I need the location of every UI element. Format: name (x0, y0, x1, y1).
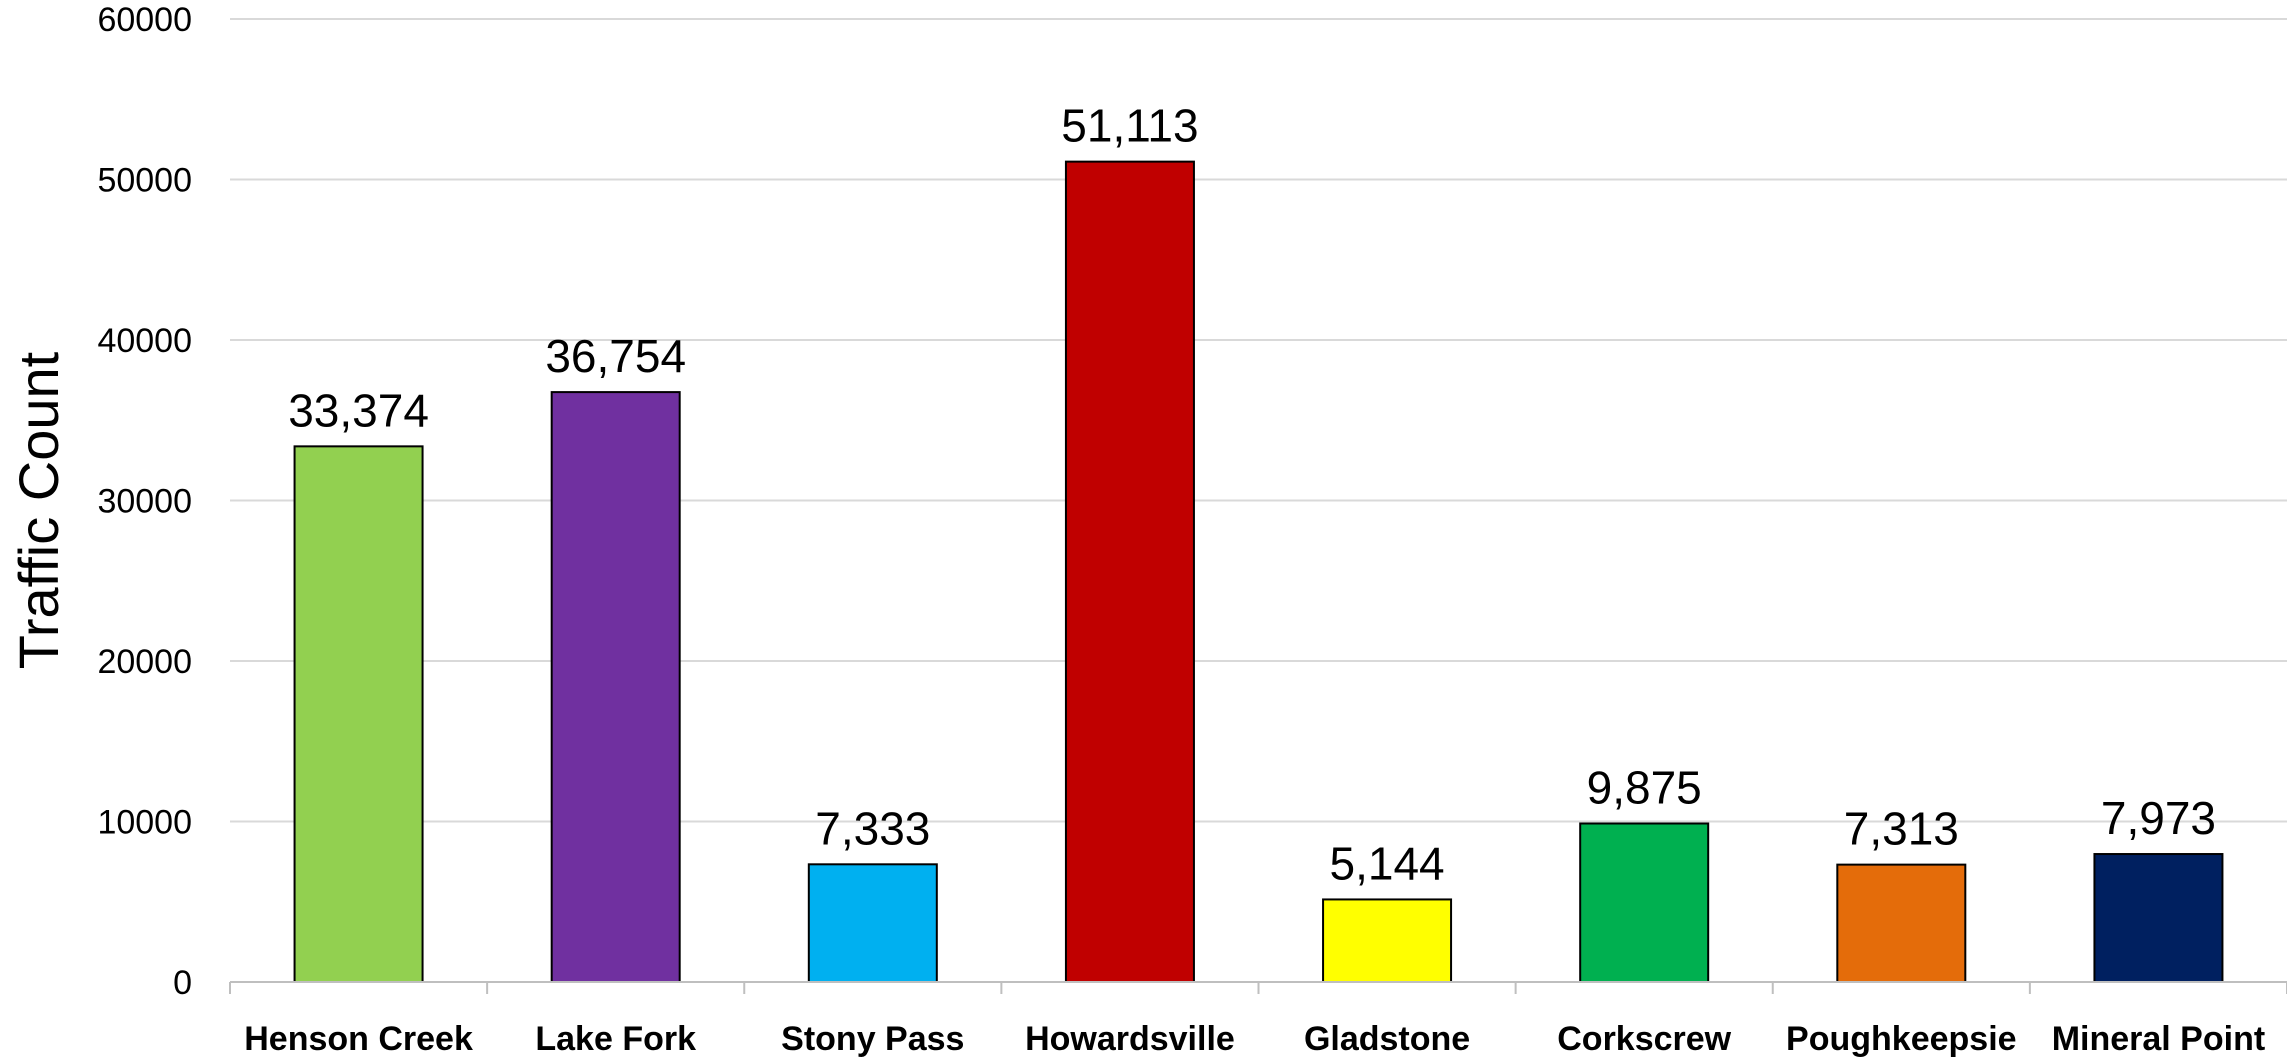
data-label: 7,973 (2101, 792, 2216, 844)
category-label: Corkscrew (1557, 1020, 1731, 1058)
category-label: Stony Pass (781, 1020, 964, 1058)
data-label: 36,754 (545, 330, 686, 382)
y-tick-label: 10000 (97, 804, 192, 842)
y-tick-label: 0 (173, 964, 192, 1002)
data-labels: 33,374 36,754 7,333 51,113 5,144 9,875 7,313 7,… (288, 100, 2216, 890)
category-label: Mineral Point (2052, 1020, 2265, 1058)
category-label: Howardsville (1025, 1020, 1235, 1058)
data-label: 33,374 (288, 384, 429, 436)
category-label: Lake Fork (535, 1020, 696, 1058)
category-label: Gladstone (1304, 1020, 1470, 1058)
bars (293, 160, 2224, 984)
data-label: 9,875 (1587, 762, 1702, 814)
data-label: 51,113 (1061, 100, 1198, 152)
y-axis-title: Traffic Count (7, 351, 70, 669)
bar (1579, 822, 1710, 983)
x-axis-ticks (229, 982, 2287, 994)
y-tick-label: 60000 (97, 1, 192, 39)
bar (1836, 863, 1967, 983)
y-axis-tick-labels: 0 10000 20000 30000 40000 50000 60000 (97, 1, 192, 1002)
gridlines (230, 18, 2287, 823)
data-label: 7,313 (1844, 803, 1959, 855)
y-tick-label: 50000 (97, 162, 192, 200)
y-tick-label: 20000 (97, 643, 192, 681)
bar (2093, 853, 2224, 983)
bar (807, 863, 938, 984)
category-label: Henson Creek (244, 1020, 473, 1058)
x-axis-category-labels: Henson Creek Lake Fork Stony Pass Howardsvi… (244, 1020, 2265, 1058)
bar (550, 391, 681, 983)
data-label: 7,333 (815, 802, 930, 854)
y-tick-label: 30000 (97, 483, 192, 521)
y-tick-label: 40000 (97, 322, 192, 360)
category-label: Poughkeepsie (1786, 1020, 2017, 1058)
bar (1064, 160, 1195, 983)
data-label: 5,144 (1330, 837, 1445, 889)
bar (1322, 898, 1453, 983)
bar (293, 445, 424, 983)
